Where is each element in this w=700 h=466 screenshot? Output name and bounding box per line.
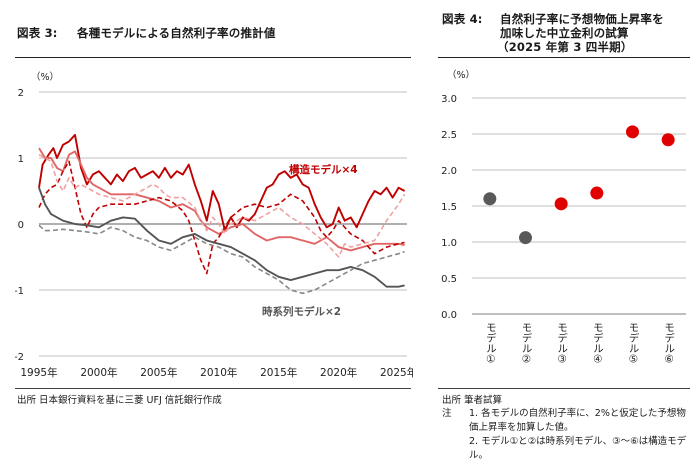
right-title-line-2: 加味した中立金利の試算 bbox=[500, 26, 629, 40]
scatter-chart-y-tick-label: 0.0 bbox=[441, 310, 457, 320]
scatter-point-model-2 bbox=[519, 231, 532, 245]
right-top-rule bbox=[438, 57, 690, 58]
left-bottom-rule bbox=[15, 388, 411, 389]
left-source: 出所 日本銀行資料を基に三菱 UFJ 信託銀行作成 bbox=[17, 395, 222, 406]
right-note-2: 2. モデル①と②は時系列モデル、③～⑥は構造モデル。 bbox=[469, 436, 687, 461]
scatter-x-label-model-5: モデル⑤ bbox=[627, 322, 640, 366]
scatter-chart-y-tick-labels: 3.0 2.5 2.0 1.5 1.0 0.5 0.0 bbox=[441, 94, 457, 320]
scatter-point-model-4 bbox=[590, 186, 604, 200]
right-source: 出所 筆者試算 bbox=[442, 395, 503, 406]
scatter-point-model-6 bbox=[661, 133, 675, 147]
scatter-x-label-model-4: モデル④ bbox=[591, 322, 604, 366]
scatter-x-label-model-2: モデル② bbox=[520, 322, 533, 366]
right-figure-number: 図表 4: bbox=[442, 12, 483, 26]
line-chart-y-tick-label: -2 bbox=[15, 352, 24, 363]
line-chart-x-tick-label: 2025年 bbox=[380, 366, 413, 379]
line-chart-x-tick-label: 1995年 bbox=[20, 366, 57, 379]
scatter-point-model-5 bbox=[626, 125, 639, 139]
line-series-time_series-5 bbox=[38, 187, 405, 288]
line-chart-y-tick-labels: 2 1 0 -1 -2 bbox=[15, 88, 24, 363]
right-title-line-1: 自然利子率に予想物価上昇率を bbox=[500, 12, 664, 26]
line-chart-x-tick-label: 2000年 bbox=[80, 366, 117, 379]
scatter-x-label-model-6: モデル⑥ bbox=[663, 322, 676, 366]
scatter-x-label-model-3: モデル③ bbox=[556, 322, 569, 366]
scatter-chart-y-tick-label: 2.0 bbox=[441, 166, 457, 177]
scatter-point-model-1 bbox=[483, 192, 497, 206]
line-chart-y-tick-label: -1 bbox=[15, 286, 24, 297]
line-chart-gridlines bbox=[39, 91, 407, 357]
line-chart-unit-label: （%） bbox=[31, 71, 59, 83]
left-figure-title: 各種モデルによる自然利子率の推計値 bbox=[77, 26, 276, 40]
line-chart-series-group bbox=[38, 133, 406, 295]
scatter-chart-y-tick-label: 3.0 bbox=[441, 94, 457, 105]
left-top-rule bbox=[15, 57, 411, 58]
annotation-time-series-models: 時系列モデル×2 bbox=[262, 305, 341, 318]
line-chart-x-tick-label: 2005年 bbox=[140, 366, 177, 379]
scatter-chart-y-tick-label: 0.5 bbox=[441, 274, 457, 285]
line-series-structural-4 bbox=[38, 153, 406, 258]
line-chart-y-tick-label: 0 bbox=[18, 220, 24, 231]
right-title-line-3: （2025 年第 3 四半期） bbox=[497, 40, 633, 54]
scatter-chart-points bbox=[483, 125, 675, 245]
scatter-chart: （%） 3.0 2.5 2.0 1.5 1.0 0.5 0.0 bbox=[441, 69, 686, 320]
scatter-chart-gridlines bbox=[472, 97, 686, 315]
line-chart-y-tick-label: 2 bbox=[18, 88, 24, 99]
scatter-point-model-3 bbox=[554, 197, 568, 211]
left-figure-number: 図表 3: bbox=[17, 26, 58, 40]
line-chart-y-tick-label: 1 bbox=[18, 154, 24, 165]
line-series-time_series-6 bbox=[38, 224, 405, 295]
line-series-structural-1 bbox=[38, 133, 406, 232]
right-note-1: 1. 各モデルの自然利子率に、2%と仮定した予想物価上昇率を加算した値。 bbox=[469, 408, 686, 433]
scatter-x-label-model-1: モデル① bbox=[484, 322, 497, 366]
line-chart-x-tick-labels: 1995年 2000年 2005年 2010年 2015年 2020年 2025年 bbox=[20, 366, 413, 379]
scatter-chart-y-tick-label: 1.0 bbox=[441, 238, 457, 249]
scatter-chart-y-tick-label: 1.5 bbox=[441, 202, 457, 213]
scatter-chart-y-tick-label: 2.5 bbox=[441, 130, 457, 141]
line-chart-x-tick-label: 2010年 bbox=[200, 366, 237, 379]
scatter-chart-unit-label: （%） bbox=[447, 69, 475, 81]
line-series-structural-3 bbox=[38, 160, 405, 275]
line-chart-x-tick-label: 2020年 bbox=[320, 366, 357, 379]
right-note-label: 注 bbox=[442, 408, 452, 419]
right-bottom-rule bbox=[438, 388, 690, 389]
line-chart: （%） 2 1 0 -1 -2 1995年 2000年 2005年 2010年 2015年 202… bbox=[15, 71, 413, 379]
line-chart-x-tick-label: 2015年 bbox=[260, 366, 297, 379]
annotation-structural-models: 構造モデル×4 bbox=[289, 163, 358, 176]
